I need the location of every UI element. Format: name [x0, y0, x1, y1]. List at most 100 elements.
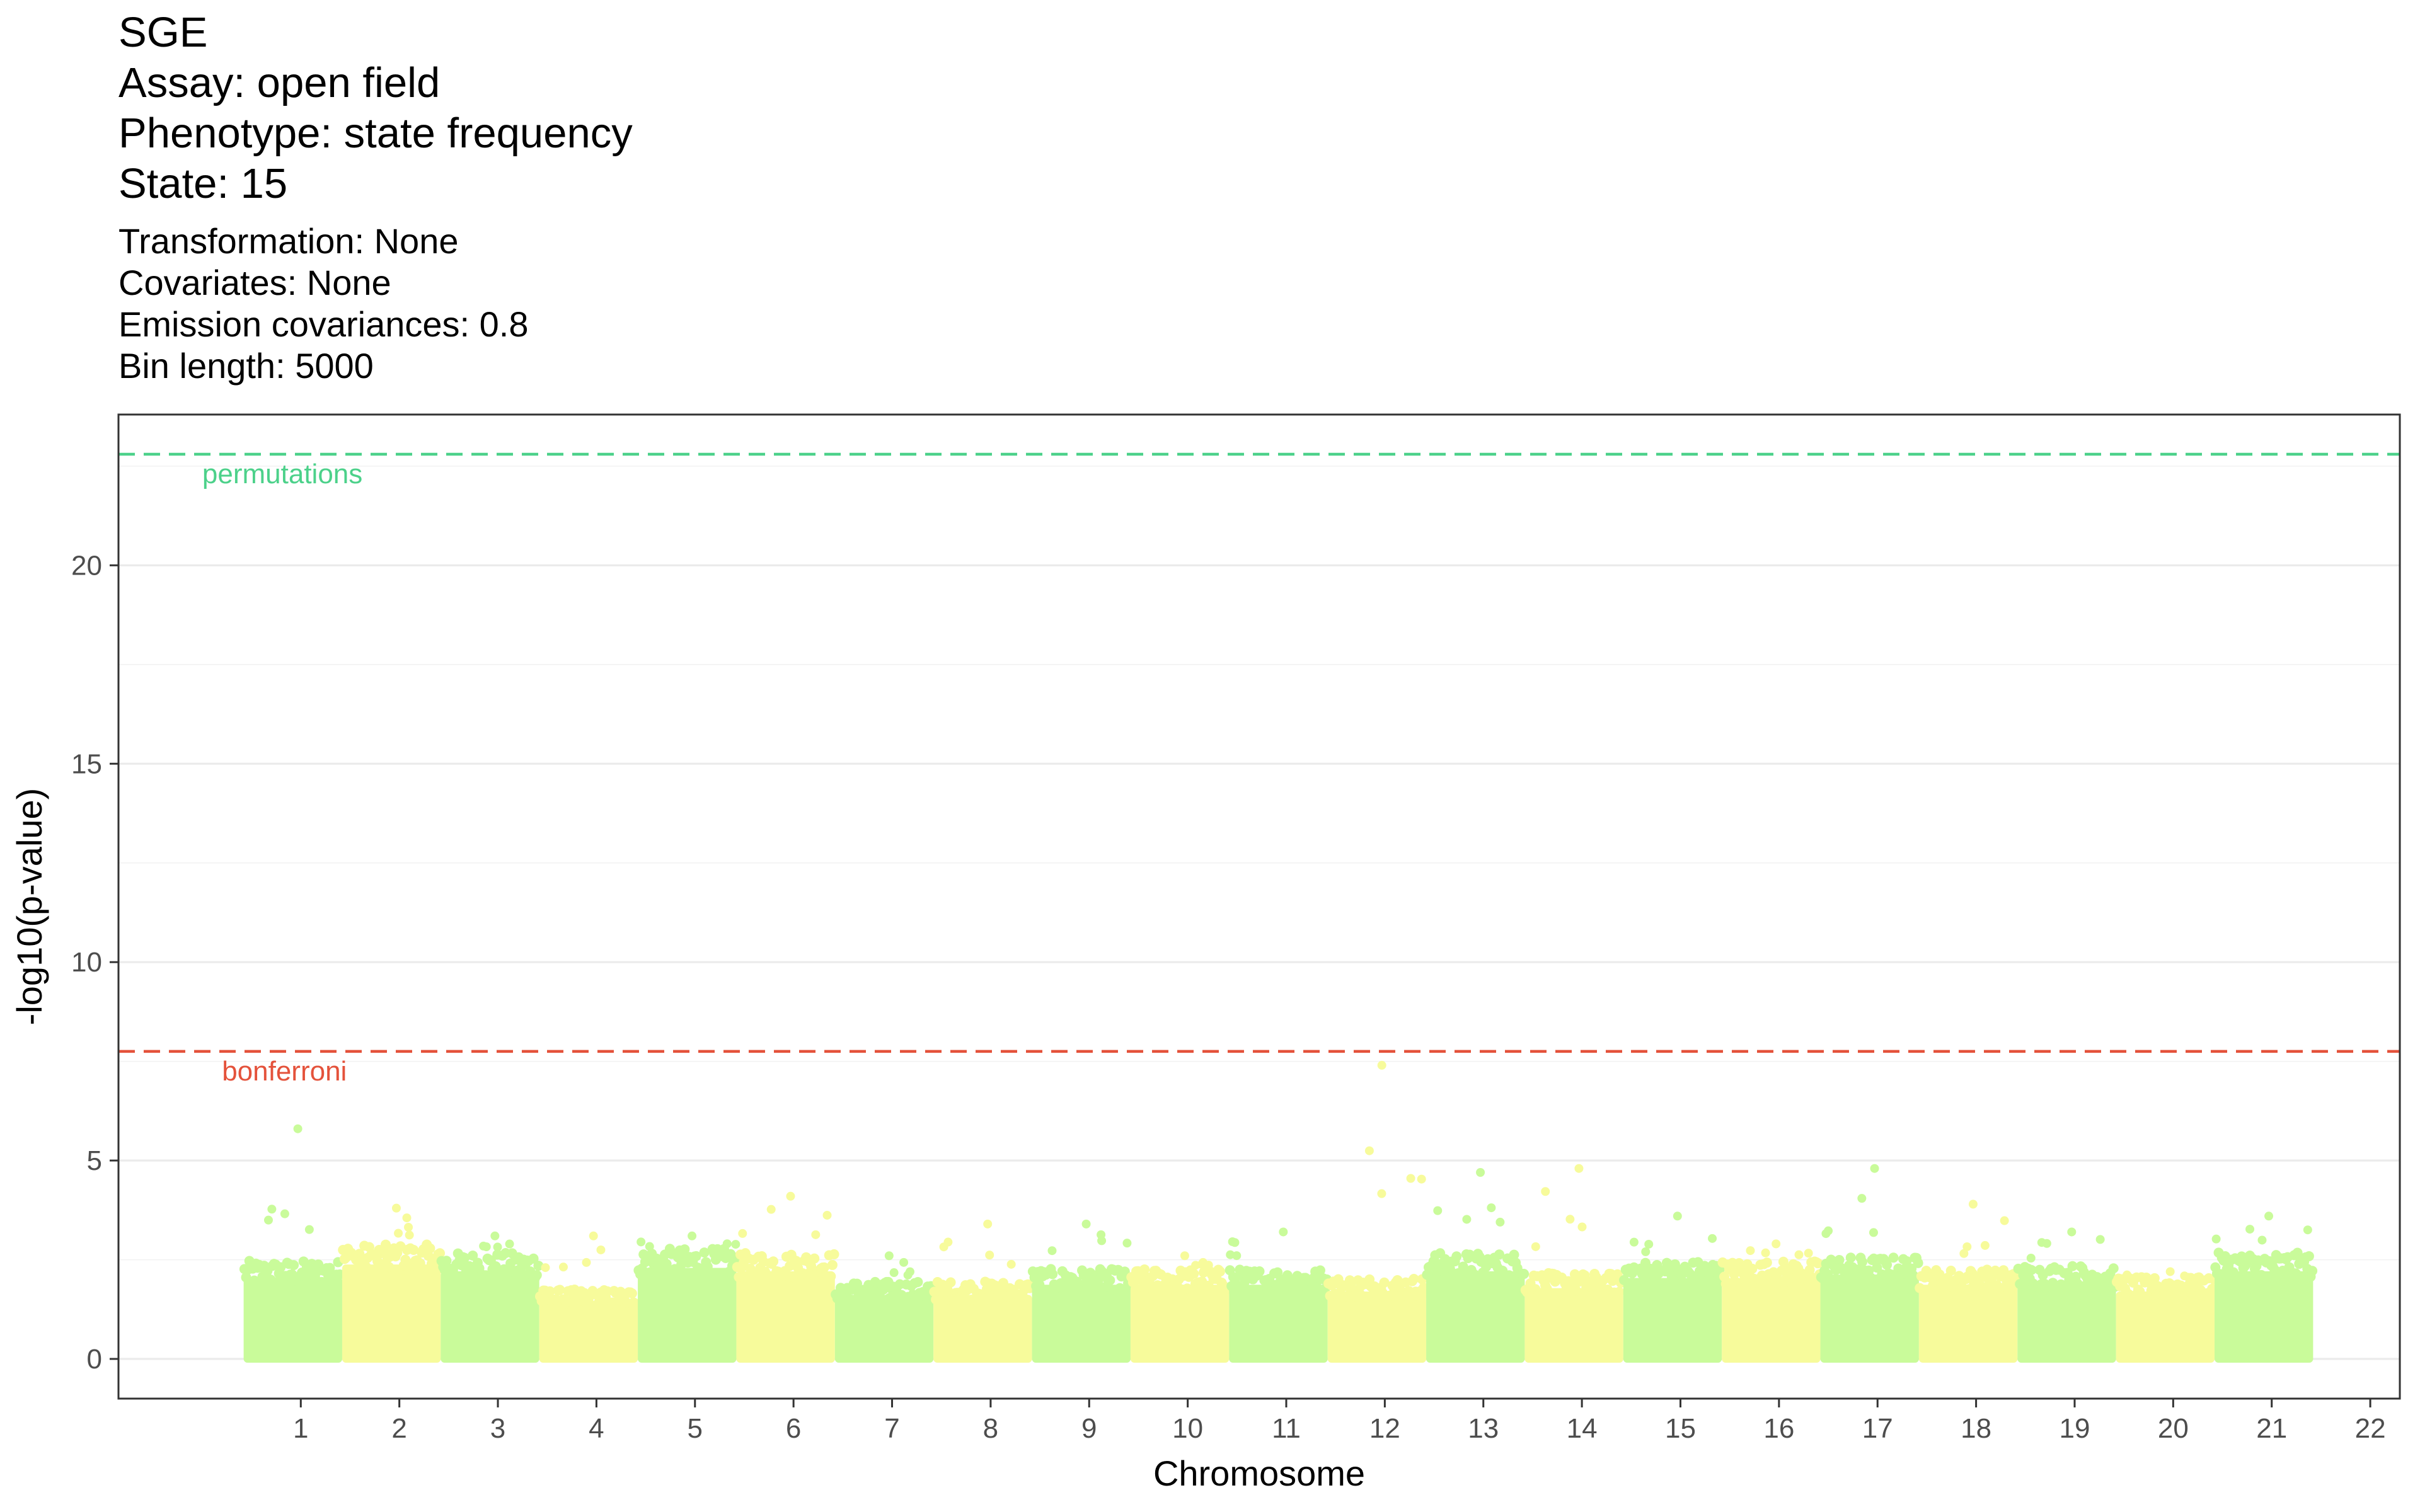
- data-point: [913, 1276, 923, 1287]
- data-point: [1888, 1252, 1899, 1263]
- data-point: [706, 1268, 717, 1278]
- data-point: [731, 1240, 740, 1249]
- data-point: [1233, 1285, 1243, 1296]
- x-tick-label: 2: [391, 1413, 406, 1444]
- data-point: [1959, 1249, 1969, 1258]
- grid-lines: [118, 466, 2400, 1360]
- data-point: [241, 1272, 251, 1283]
- chromosome-21-points: [2210, 1211, 2318, 1363]
- point-band: [1130, 1285, 1230, 1363]
- data-point: [596, 1245, 606, 1254]
- data-point: [2256, 1269, 2267, 1280]
- data-point: [752, 1273, 763, 1283]
- data-point: [490, 1231, 500, 1240]
- data-point: [822, 1210, 832, 1220]
- x-tick-label: 15: [1665, 1413, 1696, 1444]
- data-point: [945, 1277, 956, 1288]
- point-band: [1524, 1288, 1623, 1363]
- chromosome-2-points: [338, 1203, 446, 1363]
- data-point: [381, 1239, 391, 1250]
- data-point: [1182, 1283, 1192, 1294]
- point-band: [1820, 1274, 1919, 1363]
- data-point: [1469, 1269, 1480, 1280]
- data-point: [1541, 1283, 1552, 1294]
- data-point: [2016, 1278, 2027, 1289]
- point-band: [1229, 1285, 1328, 1363]
- subtitle-line-bin-length: Bin length: 5000: [118, 346, 374, 386]
- data-point: [1772, 1239, 1781, 1249]
- chromosome-6-points: [732, 1191, 839, 1363]
- chromosome-8-points: [929, 1219, 1037, 1363]
- data-point: [1804, 1264, 1815, 1275]
- data-point: [1047, 1246, 1057, 1256]
- data-point: [468, 1250, 478, 1261]
- data-point: [364, 1242, 374, 1252]
- data-point: [1504, 1270, 1514, 1281]
- data-point: [691, 1251, 701, 1261]
- x-tick-label: 8: [983, 1413, 998, 1444]
- data-point: [1417, 1174, 1426, 1184]
- data-point: [734, 1272, 744, 1283]
- point-band: [441, 1271, 539, 1363]
- point-band: [933, 1295, 1032, 1363]
- data-point: [1901, 1256, 1912, 1266]
- point-band: [2017, 1281, 2116, 1363]
- data-point: [441, 1256, 452, 1266]
- y-axis: 0 5 10 15 20: [71, 550, 118, 1375]
- data-point: [1495, 1217, 1505, 1227]
- x-tick-label: 22: [2355, 1413, 2386, 1444]
- data-point: [1379, 1277, 1390, 1288]
- data-point: [2180, 1271, 2189, 1281]
- chromosome-3-points: [436, 1231, 544, 1363]
- data-point: [1641, 1247, 1651, 1256]
- data-point: [1982, 1264, 1993, 1275]
- x-tick-label: 12: [1369, 1413, 1400, 1444]
- data-point: [1968, 1200, 1978, 1209]
- data-point: [413, 1267, 424, 1278]
- data-point: [1658, 1279, 1669, 1290]
- data-point: [533, 1261, 544, 1271]
- data-point: [2026, 1253, 2036, 1263]
- data-point: [1377, 1060, 1386, 1070]
- data-point: [2165, 1267, 2175, 1276]
- chromosome-18-points: [1915, 1200, 2022, 1363]
- data-point: [2192, 1273, 2202, 1282]
- point-band: [1722, 1278, 1821, 1363]
- data-point: [661, 1259, 672, 1269]
- data-point: [2095, 1235, 2105, 1244]
- x-tick-label: 21: [2256, 1413, 2287, 1444]
- data-point: [1139, 1264, 1150, 1274]
- data-point: [2149, 1273, 2160, 1283]
- point-band: [2116, 1291, 2215, 1363]
- data-point: [1340, 1291, 1351, 1302]
- chromosome-17-points: [1816, 1164, 1923, 1363]
- data-point: [1364, 1146, 1374, 1155]
- data-point: [1180, 1251, 1189, 1261]
- data-point: [1462, 1215, 1472, 1224]
- x-tick-label: 19: [2059, 1413, 2090, 1444]
- data-point: [1406, 1174, 1415, 1183]
- data-point: [2257, 1235, 2267, 1245]
- data-point: [1519, 1269, 1530, 1280]
- data-point: [1105, 1275, 1115, 1286]
- x-tick-label: 6: [786, 1413, 801, 1444]
- x-tick-label: 10: [1172, 1413, 1203, 1444]
- data-point: [826, 1271, 836, 1281]
- chromosome-13-points: [1422, 1167, 1530, 1363]
- x-tick-label: 20: [2158, 1413, 2189, 1444]
- data-point: [1857, 1194, 1867, 1203]
- data-point: [2232, 1272, 2242, 1283]
- data-point: [1629, 1237, 1639, 1247]
- subtitle-line-transformation: Transformation: None: [118, 221, 459, 261]
- data-point: [939, 1242, 948, 1252]
- data-point: [1476, 1167, 1485, 1177]
- chromosome-10-points: [1126, 1251, 1234, 1363]
- data-point: [1226, 1250, 1235, 1259]
- data-point: [1882, 1259, 1893, 1270]
- data-point: [768, 1256, 779, 1267]
- data-point: [425, 1243, 435, 1254]
- data-point: [845, 1294, 856, 1305]
- data-point: [1487, 1203, 1496, 1213]
- data-point: [1834, 1255, 1845, 1266]
- data-point: [1828, 1275, 1838, 1286]
